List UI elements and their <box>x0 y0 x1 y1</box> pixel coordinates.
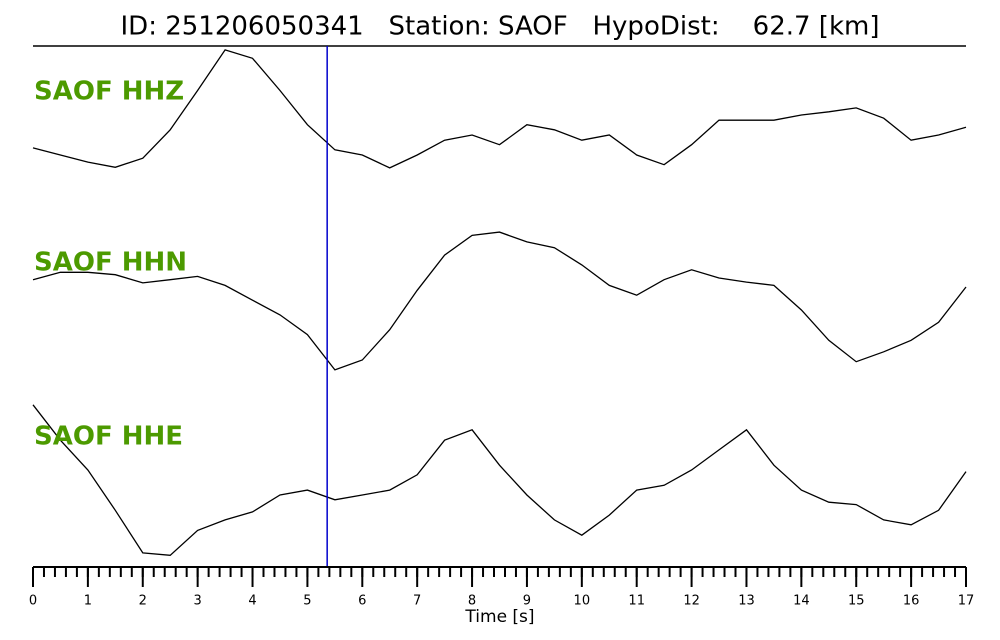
trace-label: SAOF HHZ <box>34 77 184 107</box>
x-tick-label: 10 <box>574 594 591 609</box>
x-tick-label: 2 <box>139 594 147 609</box>
trace <box>32 404 967 556</box>
x-tick-label: 5 <box>303 594 311 609</box>
trace-label: SAOF HHN <box>34 248 187 278</box>
x-tick-label: 8 <box>468 594 476 609</box>
x-tick-label: 13 <box>738 594 755 609</box>
x-tick-label: 0 <box>29 594 37 609</box>
chart-title: ID: 251206050341 Station: SAOF HypoDist:… <box>121 12 880 42</box>
x-tick-label: 9 <box>523 594 531 609</box>
x-tick-label: 15 <box>848 594 865 609</box>
x-tick-label: 6 <box>358 594 366 609</box>
x-tick-label: 16 <box>903 594 920 609</box>
x-tick-label: 4 <box>248 594 256 609</box>
x-tick-label: 12 <box>683 594 700 609</box>
x-axis-label: Time [s] <box>464 607 534 627</box>
x-tick-label: 17 <box>958 594 975 609</box>
x-tick-label: 7 <box>413 594 421 609</box>
trace <box>32 231 967 371</box>
x-tick-label: 11 <box>628 594 645 609</box>
x-tick-label: 3 <box>194 594 202 609</box>
x-tick-label: 1 <box>84 594 92 609</box>
x-tick-label: 14 <box>793 594 810 609</box>
trace <box>32 49 967 169</box>
trace-label: SAOF HHE <box>34 422 183 452</box>
